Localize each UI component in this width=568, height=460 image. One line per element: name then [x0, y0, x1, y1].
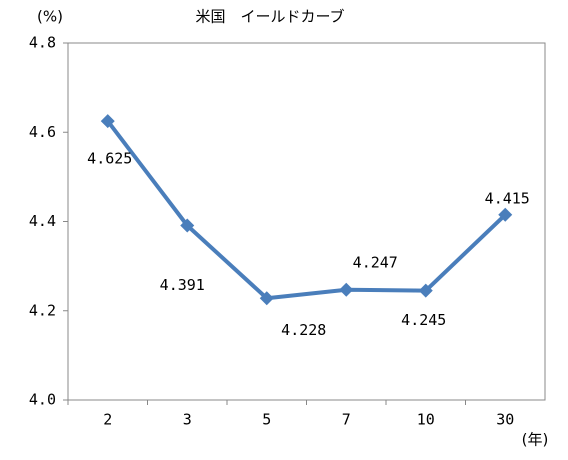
y-axis-label: (%) — [37, 8, 63, 26]
series-line — [106, 119, 507, 301]
data-label: 4.247 — [353, 253, 398, 271]
marker — [418, 283, 433, 298]
x-tick-label: 30 — [496, 411, 514, 429]
x-tick-label: 5 — [262, 411, 271, 429]
x-tick-label: 3 — [183, 411, 192, 429]
data-label: 4.245 — [401, 311, 446, 329]
y-tick-label: 4.6 — [29, 123, 56, 141]
y-tick-label: 4.4 — [29, 212, 56, 230]
y-tick-label: 4.8 — [29, 34, 56, 52]
plot-area — [67, 42, 546, 401]
marker — [180, 218, 195, 233]
x-tick-label: 2 — [103, 411, 112, 429]
x-axis-label: (年) — [522, 431, 549, 449]
x-tick-label: 10 — [417, 411, 435, 429]
marker — [498, 207, 513, 222]
chart-title: 米国 イールドカーブ — [195, 8, 344, 26]
x-tick-label: 7 — [342, 411, 351, 429]
data-label: 4.391 — [160, 276, 205, 294]
y-tick-label: 4.2 — [29, 301, 56, 319]
data-label: 4.415 — [485, 189, 530, 207]
data-label: 4.625 — [87, 150, 132, 168]
y-tick-label: 4.0 — [29, 391, 56, 409]
marker — [339, 282, 354, 297]
data-label: 4.228 — [281, 321, 326, 339]
marker — [100, 114, 115, 129]
marker — [259, 291, 274, 306]
